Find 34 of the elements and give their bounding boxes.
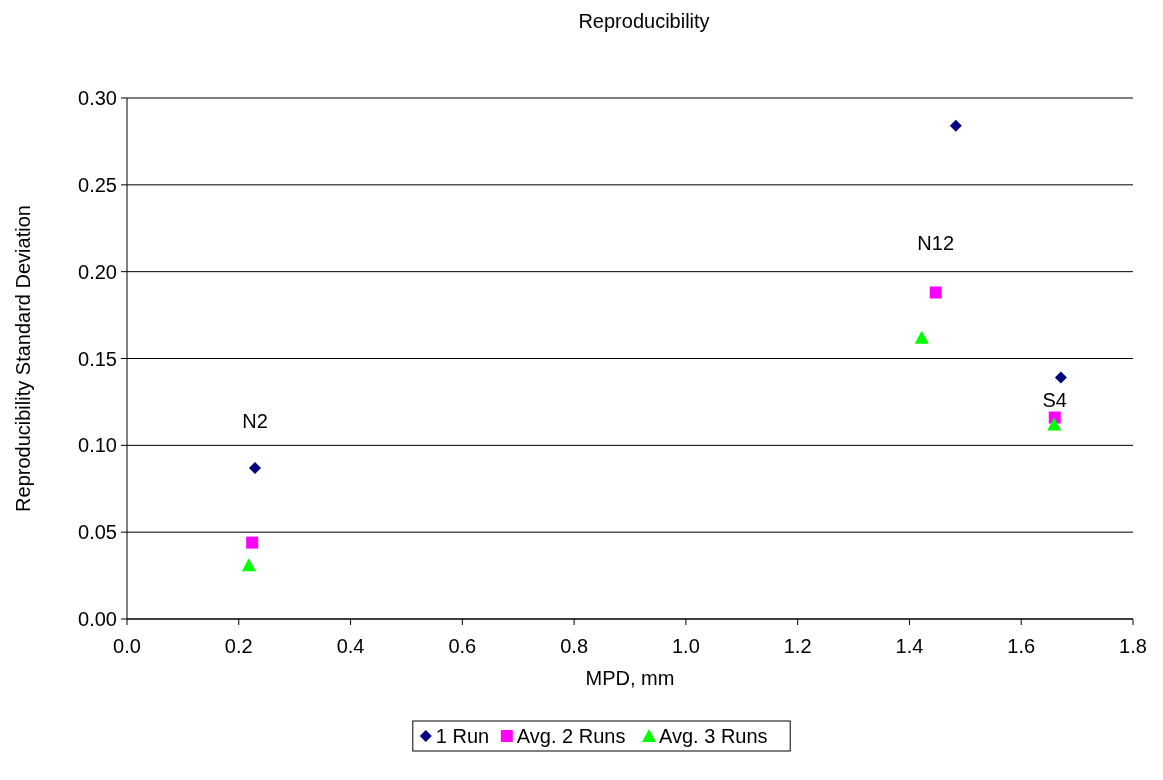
point (248, 461, 261, 474)
x-tick-label: 1.8 (1119, 635, 1147, 657)
x-axis-title: MPD, mm (585, 667, 675, 689)
x-tick-label: 1.6 (1007, 635, 1036, 657)
point (949, 119, 962, 132)
x-tick-label: 1.4 (895, 635, 924, 657)
y-tick-label: 0.15 (78, 347, 117, 370)
point (929, 286, 942, 299)
y-tick-label: 0.20 (78, 260, 117, 283)
y-tick-label: 0.00 (78, 608, 117, 630)
annotation: N12 (917, 231, 955, 254)
x-tick-label: 1.2 (783, 635, 812, 657)
x-tick-label: 0.8 (560, 635, 589, 657)
chart-title: Reproducibility (578, 10, 710, 32)
y-tick-label: 0.30 (78, 87, 117, 109)
x-tick-label: 0.2 (224, 635, 253, 657)
y-tick-label: 0.25 (78, 173, 117, 196)
annotation: S4 (1042, 388, 1067, 411)
point (1047, 417, 1062, 431)
y-axis-title: Reproducibility Standard Deviation (12, 205, 34, 512)
point (246, 536, 259, 549)
y-tick-label: 0.10 (78, 434, 117, 457)
legend-label: 1 Run (435, 725, 490, 747)
legend-label: Avg. 3 Runs (659, 725, 768, 747)
point (914, 330, 929, 344)
annotation: N2 (242, 409, 268, 432)
legend-label: Avg. 2 Runs (516, 725, 626, 747)
point (1054, 371, 1067, 384)
point (241, 558, 256, 572)
x-tick-label: 0.0 (113, 635, 141, 657)
y-tick-label: 0.05 (78, 521, 117, 544)
x-tick-label: 0.6 (448, 635, 477, 657)
x-tick-label: 0.4 (336, 635, 365, 657)
x-tick-label: 1.0 (671, 635, 700, 657)
